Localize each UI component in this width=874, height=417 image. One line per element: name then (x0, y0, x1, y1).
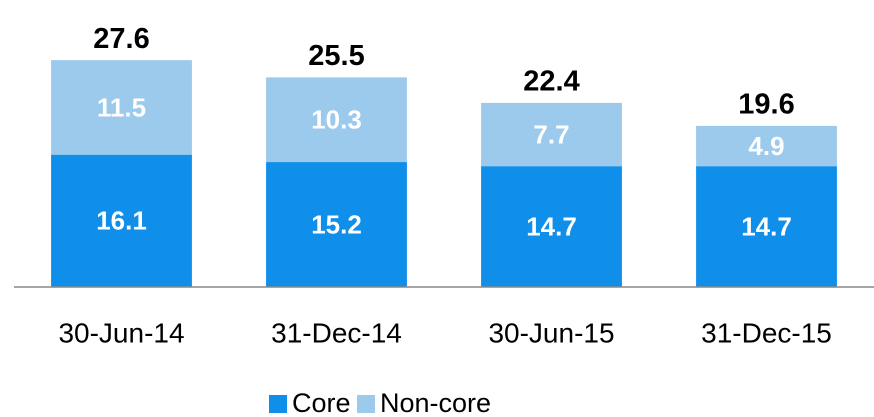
legend-label: Non-core (380, 388, 491, 417)
legend-swatch (357, 395, 375, 413)
legend-label: Core (292, 388, 351, 417)
bar-segment (481, 166, 622, 287)
value-label: 7.7 (533, 119, 569, 149)
bar-segment (266, 162, 407, 287)
value-label: 4.9 (748, 131, 784, 161)
bar-segment (481, 102, 622, 167)
bar-segment (51, 154, 192, 287)
total-label: 25.5 (308, 40, 364, 72)
value-label: 16.1 (96, 206, 147, 236)
total-label: 19.6 (738, 89, 794, 121)
total-label: 27.6 (93, 23, 149, 55)
bar-segment (696, 125, 837, 167)
x-tick-label: 31-Dec-15 (701, 317, 832, 348)
value-label: 14.7 (741, 211, 792, 241)
value-label: 11.5 (97, 92, 146, 122)
value-label: 15.2 (311, 209, 362, 239)
value-label: 14.7 (526, 211, 577, 241)
bar-segment (696, 166, 837, 287)
value-label: 10.3 (311, 105, 362, 135)
bar-segment (266, 77, 407, 163)
x-tick-label: 31-Dec-14 (271, 317, 402, 348)
x-tick-label: 30-Jun-15 (488, 317, 614, 348)
x-tick-label: 30-Jun-14 (58, 317, 184, 348)
legend-swatch (269, 395, 287, 413)
bar-segment (51, 60, 192, 155)
total-label: 22.4 (523, 66, 579, 98)
